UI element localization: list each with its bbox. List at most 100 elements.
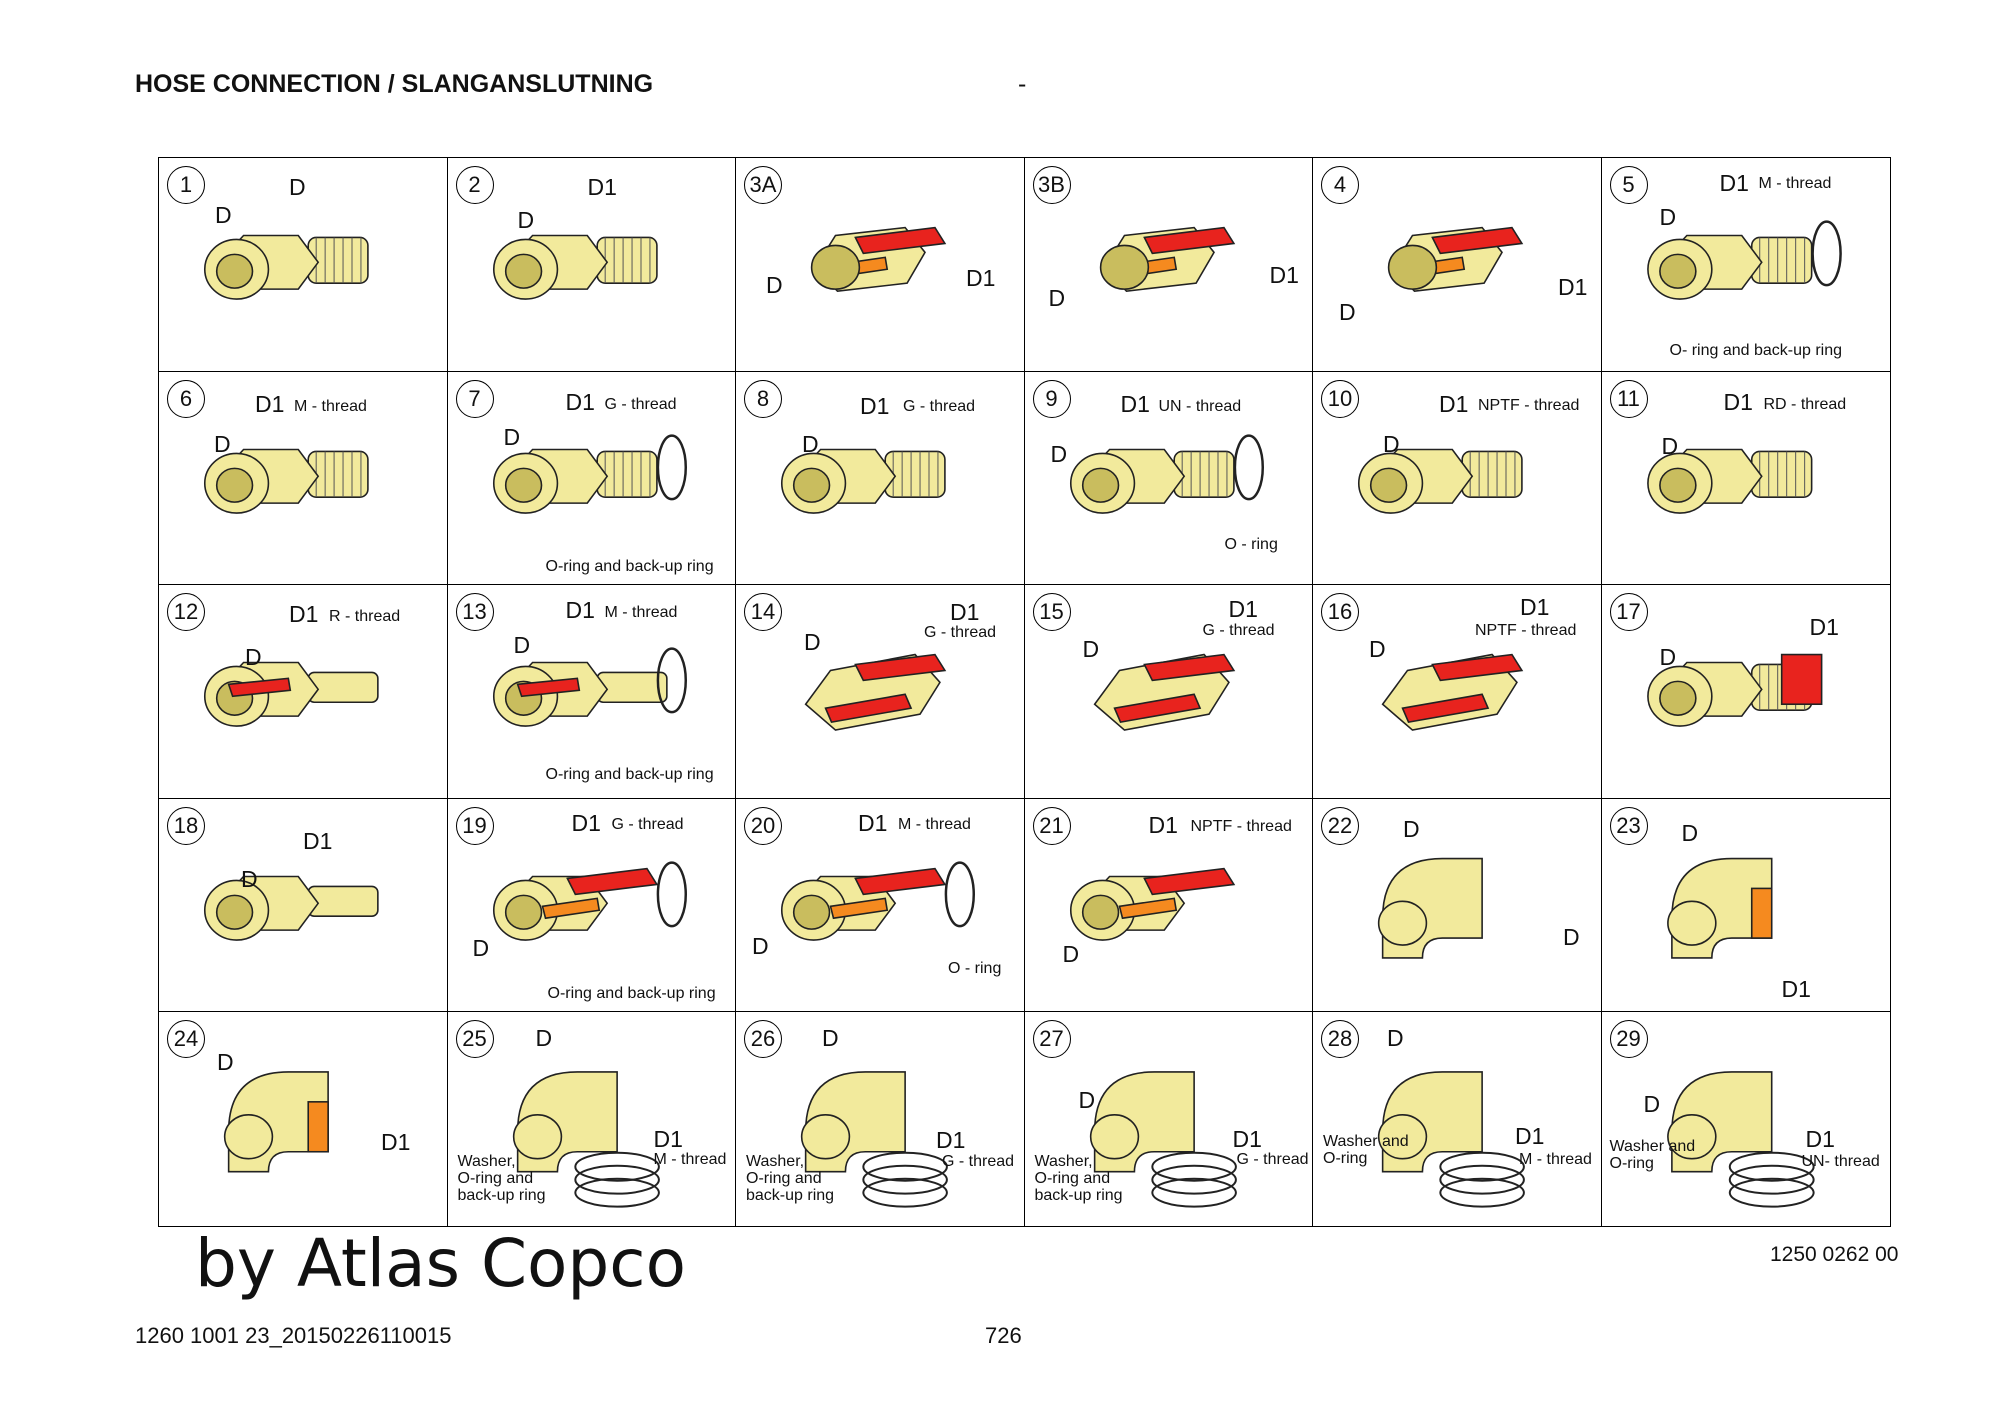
- elbow-washer-icon: [1602, 1012, 1891, 1226]
- dimension-label: D: [1661, 432, 1679, 459]
- page-number: 726: [985, 1323, 1022, 1348]
- fitting-cell-2: 2 D D1: [447, 158, 736, 372]
- dimension-label: D: [822, 1025, 839, 1052]
- item-number: 3B: [1032, 166, 1071, 204]
- dimension-label: M - thread: [898, 815, 971, 833]
- item-number: 17: [1609, 593, 1648, 632]
- dimension-label: D: [214, 430, 231, 457]
- dimension-label: D1: [1520, 594, 1550, 621]
- elbow-washer-icon: [1025, 1012, 1313, 1226]
- item-number: 14: [744, 593, 782, 632]
- header-dash: -: [1018, 70, 1027, 98]
- dimension-label: D1: [565, 597, 595, 624]
- dimension-label: D: [1078, 1087, 1096, 1114]
- page-title: HOSE CONNECTION / SLANGANSLUTNING: [135, 70, 654, 98]
- fitting-cell-4: 4 D D1: [1313, 158, 1602, 372]
- dimension-label: NPTF - thread: [1475, 622, 1577, 640]
- item-number: 29: [1609, 1020, 1648, 1059]
- dimension-label: D1: [936, 1127, 966, 1154]
- fitting-cell-10: 10 D1 NPTF - thread D: [1313, 371, 1602, 586]
- union-cutaway-oring-icon: [448, 799, 736, 1012]
- fitting-cell-28: 28 D D1 M - thread Washer and O-ring: [1313, 1012, 1602, 1226]
- dimension-label: D1: [303, 827, 333, 854]
- elbow-washer-icon: [1313, 1012, 1601, 1226]
- dimension-label: Washer, O-ring and back-up ring: [457, 1153, 546, 1204]
- straight-fitting-icon: [1313, 372, 1601, 585]
- dimension-label: D: [517, 207, 535, 233]
- fitting-cell-6: 6 D1 M - thread D: [159, 371, 448, 586]
- dimension-label: NPTF - thread: [1478, 396, 1580, 414]
- fitting-cell-3B: 3B D D1: [1024, 158, 1313, 372]
- item-number: 19: [455, 806, 494, 845]
- dimension-label: O - ring: [1224, 535, 1278, 553]
- elbow-fitting-icon: [1313, 799, 1601, 1012]
- fitting-cell-12: 12 D1 R - thread D: [159, 585, 448, 799]
- dimension-label: D1: [1723, 388, 1753, 415]
- dimension-label: D: [1403, 815, 1420, 842]
- dimension-label: D: [1082, 636, 1100, 663]
- dimension-label: D1: [571, 809, 601, 836]
- item-number: 15: [1032, 593, 1071, 632]
- dimension-label: D1: [1805, 1126, 1835, 1153]
- straight-fitting-icon: [1602, 372, 1891, 585]
- item-number: 10: [1321, 379, 1359, 418]
- fitting-cell-27: 27 D D1 G - thread Washer, O-ring and back-u…: [1025, 1012, 1313, 1226]
- fitting-cell-7: 7 D1 G - thread D O-ring and back-up ring: [447, 371, 736, 586]
- fitting-cell-20: 20 D1 M - thread D O - ring: [736, 798, 1025, 1013]
- dimension-label: D: [1643, 1091, 1661, 1118]
- item-number: 24: [167, 1020, 205, 1059]
- item-number: 5: [1609, 166, 1648, 204]
- dimension-label: O-ring and back-up ring: [545, 766, 714, 784]
- dimension-label: D1: [966, 265, 996, 291]
- part-code: 1250 0262 00: [1770, 1243, 1899, 1266]
- dimension-label: D1: [858, 809, 888, 836]
- item-number: 7: [455, 379, 494, 418]
- elbow-cutaway-icon: [159, 1012, 447, 1226]
- dimension-label: D: [752, 932, 769, 959]
- dimension-label: D1: [289, 601, 319, 628]
- dimension-label: Washer, O-ring and back-up ring: [746, 1153, 835, 1204]
- dimension-label: D1: [1148, 811, 1178, 838]
- cutaway-nut-icon: [1313, 158, 1601, 371]
- item-number: 27: [1032, 1020, 1071, 1059]
- item-number: 16: [1321, 593, 1359, 632]
- hose-barb-cutaway-icon: [159, 585, 447, 798]
- item-number: 3A: [744, 166, 782, 204]
- dimension-label: D1: [1781, 975, 1811, 1002]
- fitting-cell-16: 16 D1 NPTF - thread D: [1313, 585, 1602, 799]
- dimension-label: M - thread: [294, 397, 367, 415]
- hose-barb-oring-icon: [448, 585, 736, 798]
- dimension-label: D: [1339, 299, 1356, 325]
- dimension-label: D: [472, 934, 490, 961]
- dimension-label: Washer and O-ring: [1609, 1138, 1696, 1173]
- straight-fitting-icon: [159, 158, 447, 371]
- dimension-label: NPTF - thread: [1190, 817, 1292, 835]
- dimension-label: R - thread: [329, 608, 401, 626]
- dimension-label: G - thread: [924, 624, 997, 642]
- dimension-label: D: [1563, 923, 1580, 950]
- fitting-grid: 1 D D 2 D D1 3A D D1 3B D D1 4 D D1 5 D1 M - thread D O- ri…: [158, 157, 1891, 1227]
- dimension-label: D: [503, 423, 521, 450]
- fitting-cell-18: 18 D1 D: [159, 798, 448, 1013]
- fitting-cell-17: 17 D1 D: [1601, 585, 1890, 799]
- dimension-label: D1: [565, 388, 595, 415]
- dimension-label: D: [1062, 940, 1080, 967]
- dimension-label: D1: [860, 392, 890, 419]
- fitting-cell-14: 14 D1 G - thread D: [736, 585, 1025, 799]
- dimension-label: M - thread: [653, 1151, 727, 1169]
- elbow-washer-icon: [736, 1012, 1024, 1226]
- dimension-label: G - thread: [1236, 1151, 1309, 1169]
- dimension-label: M - thread: [604, 604, 678, 622]
- cutaway-nut-icon: [736, 158, 1024, 371]
- dimension-label: D: [535, 1025, 553, 1052]
- dimension-label: D1: [587, 174, 617, 200]
- dimension-label: G - thread: [1202, 622, 1275, 640]
- document-id: 1260 1001 23_20150226110015: [135, 1323, 452, 1348]
- dimension-label: D: [241, 865, 258, 892]
- straight-fitting-icon: [159, 372, 447, 585]
- dimension-label: O- ring and back-up ring: [1669, 342, 1843, 359]
- dimension-label: G - thread: [903, 397, 976, 415]
- dimension-label: D: [802, 430, 819, 457]
- dimension-label: D: [1681, 819, 1699, 846]
- item-number: 4: [1321, 166, 1359, 204]
